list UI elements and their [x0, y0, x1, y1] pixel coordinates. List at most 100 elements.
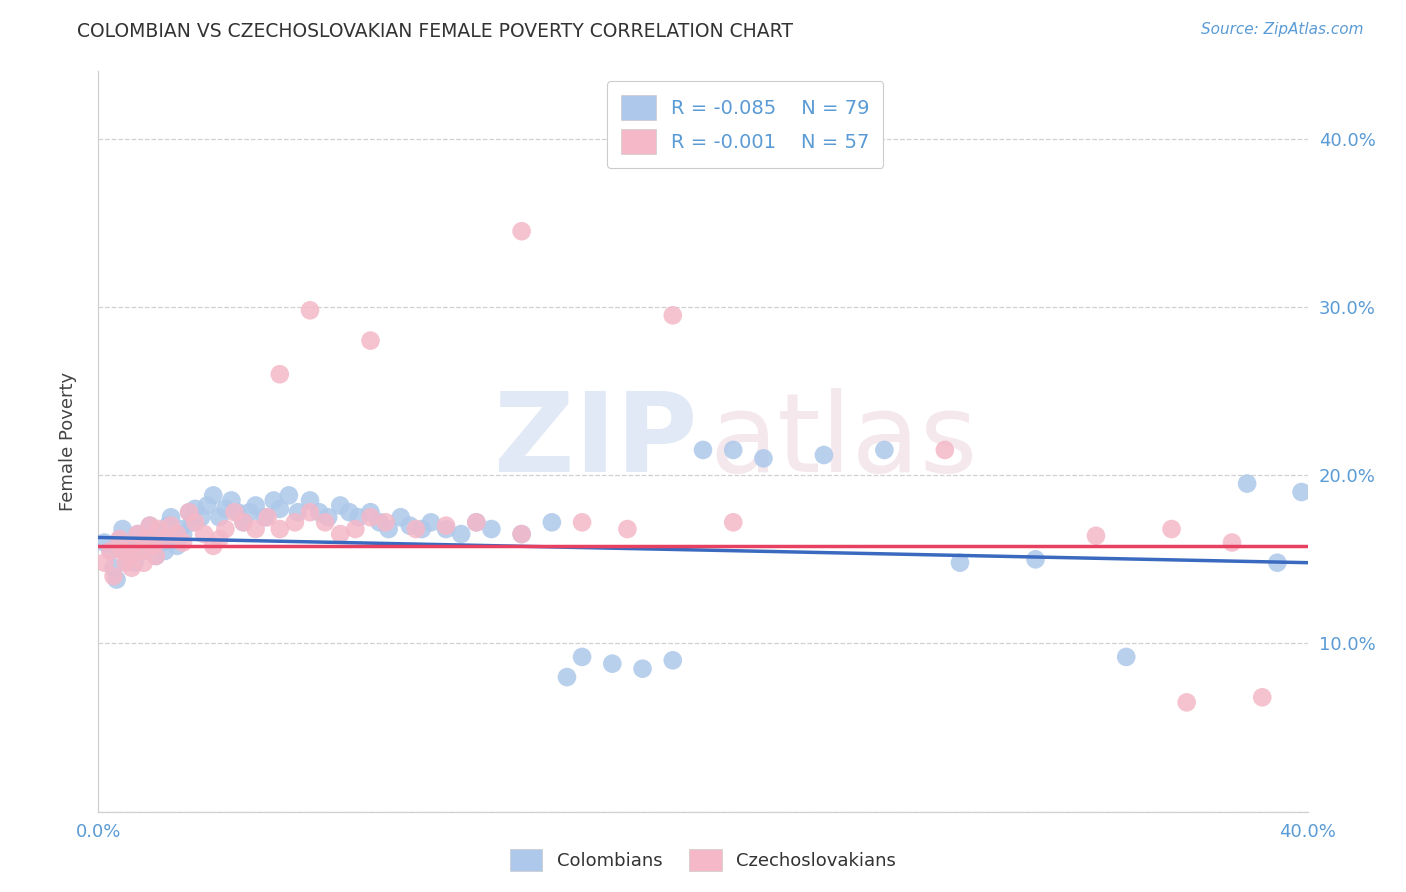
Point [202, 539, 225, 553]
Point [450, 527, 472, 541]
Point [465, 516, 488, 530]
Point [100, 544, 122, 558]
Point [1267, 556, 1289, 570]
Point [121, 539, 143, 553]
Point [723, 516, 745, 530]
Point [179, 505, 201, 519]
Point [1220, 535, 1243, 549]
Point [214, 501, 236, 516]
Point [360, 334, 382, 348]
Point [284, 516, 307, 530]
Point [329, 499, 352, 513]
Point [135, 532, 157, 546]
Point [190, 510, 212, 524]
Point [179, 505, 201, 519]
Point [214, 522, 236, 536]
Text: COLOMBIAN VS CZECHOSLOVAKIAN FEMALE POVERTY CORRELATION CHART: COLOMBIAN VS CZECHOSLOVAKIAN FEMALE POVE… [77, 22, 793, 41]
Point [103, 560, 125, 574]
Point [256, 510, 278, 524]
Point [148, 527, 170, 541]
Point [139, 518, 162, 533]
Point [160, 518, 183, 533]
Point [1175, 695, 1198, 709]
Point [232, 516, 254, 530]
Point [121, 560, 143, 574]
Point [377, 522, 399, 536]
Text: atlas: atlas [709, 388, 977, 495]
Point [184, 516, 207, 530]
Point [661, 309, 683, 323]
Point [193, 527, 215, 541]
Point [111, 544, 134, 558]
Point [245, 522, 267, 536]
Point [510, 224, 533, 238]
Point [111, 522, 134, 536]
Point [434, 518, 457, 533]
Point [631, 662, 654, 676]
Point [221, 493, 243, 508]
Point [616, 522, 638, 536]
Point [314, 516, 336, 530]
Point [540, 516, 562, 530]
Point [1236, 476, 1258, 491]
Point [129, 544, 152, 558]
Point [1085, 529, 1108, 543]
Point [195, 499, 218, 513]
Point [93, 556, 115, 570]
Point [374, 516, 396, 530]
Point [166, 527, 188, 541]
Legend: R = -0.085    N = 79, R = -0.001    N = 57: R = -0.085 N = 79, R = -0.001 N = 57 [607, 81, 883, 168]
Point [208, 510, 231, 524]
Point [100, 544, 122, 558]
Point [239, 505, 262, 519]
Point [184, 501, 207, 516]
Point [124, 556, 146, 570]
Point [337, 505, 360, 519]
Point [510, 527, 533, 541]
Point [316, 510, 339, 524]
Point [1024, 552, 1046, 566]
Point [692, 442, 714, 457]
Point [169, 522, 191, 536]
Point [420, 516, 443, 530]
Point [103, 569, 125, 583]
Point [202, 488, 225, 502]
Point [153, 532, 176, 546]
Point [389, 510, 412, 524]
Point [118, 552, 141, 566]
Point [135, 532, 157, 546]
Point [108, 532, 131, 546]
Text: Source: ZipAtlas.com: Source: ZipAtlas.com [1201, 22, 1364, 37]
Point [873, 442, 896, 457]
Point [752, 451, 775, 466]
Point [510, 527, 533, 541]
Point [360, 505, 382, 519]
Point [1115, 649, 1137, 664]
Point [360, 510, 382, 524]
Point [127, 527, 149, 541]
Point [571, 649, 593, 664]
Point [132, 544, 155, 558]
Point [93, 535, 115, 549]
Point [398, 518, 420, 533]
Point [368, 516, 391, 530]
Point [344, 522, 367, 536]
Point [172, 535, 194, 549]
Point [124, 539, 146, 553]
Point [127, 527, 149, 541]
Text: ZIP: ZIP [494, 388, 697, 495]
Point [253, 510, 276, 524]
Point [129, 535, 152, 549]
Point [299, 505, 322, 519]
Point [269, 501, 291, 516]
Legend: Colombians, Czechoslovakians: Colombians, Czechoslovakians [502, 842, 904, 879]
Point [114, 544, 136, 558]
Point [934, 442, 956, 457]
Point [269, 522, 291, 536]
Point [723, 442, 745, 457]
Point [160, 510, 183, 524]
Point [1160, 522, 1182, 536]
Point [299, 493, 322, 508]
Point [118, 549, 141, 563]
Point [661, 653, 683, 667]
